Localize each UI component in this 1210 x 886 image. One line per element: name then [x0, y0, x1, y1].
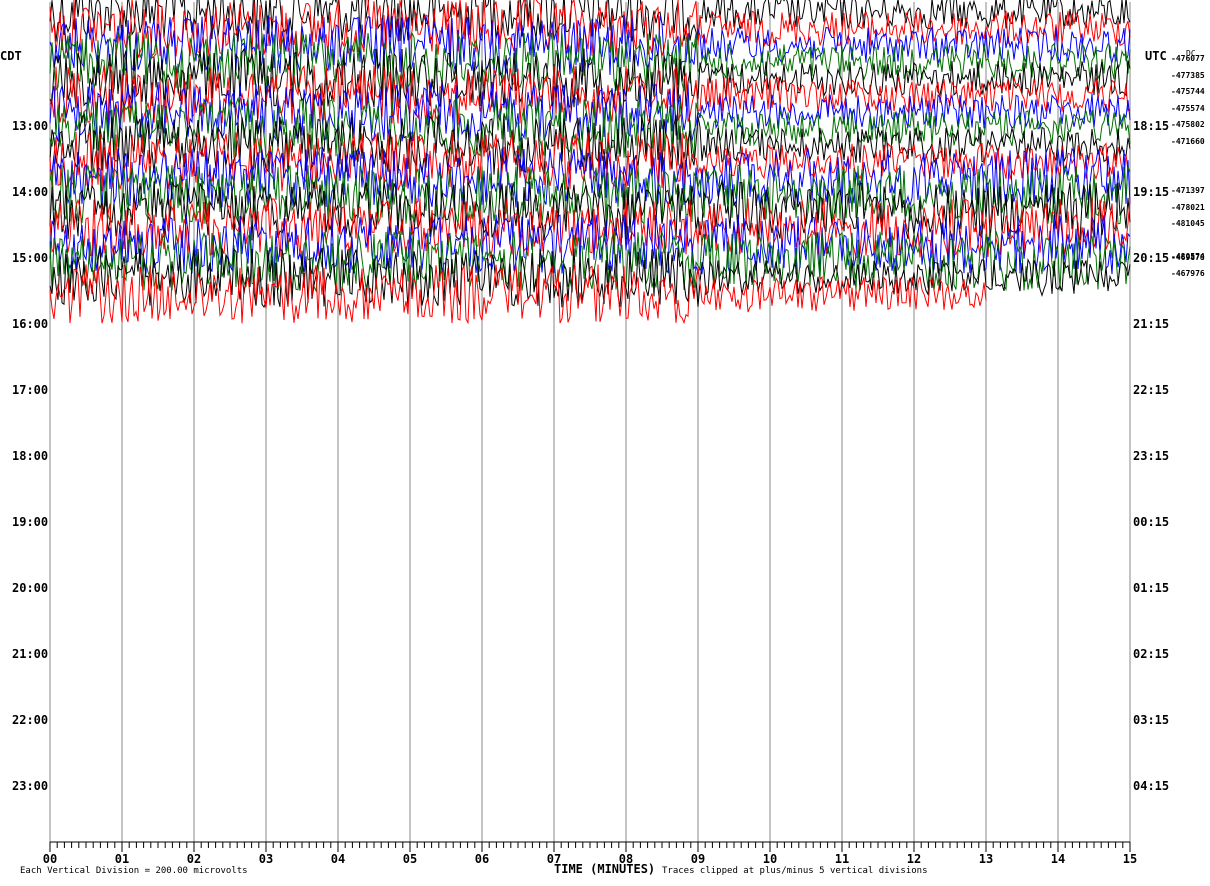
cdt-label-2100: 21:00	[12, 647, 48, 661]
cdt-label-1800: 18:00	[12, 449, 48, 463]
utc-label-1915: 19:15	[1133, 185, 1169, 199]
utc-label-2115: 21:15	[1133, 317, 1169, 331]
dc-offset-9: -480574	[1171, 252, 1205, 261]
x-tick-label-08: 08	[619, 852, 633, 866]
trace-row-15	[49, 230, 1131, 293]
utc-label-2215: 22:15	[1133, 383, 1169, 397]
time-axis: 00 01 02 03 04 05 06 07 08 09 10 11 12 13 14 15	[43, 841, 1137, 866]
x-tick-label-04: 04	[331, 852, 345, 866]
cdt-label-1500: 15:00	[12, 251, 48, 265]
x-tick-label-09: 09	[691, 852, 705, 866]
dc-offset-7: -478021	[1171, 203, 1205, 212]
x-axis-title: TIME (MINUTES)	[554, 862, 656, 876]
hour-labels: 13:00 14:00 15:00 16:00 17:00 18:00 19:00 20:00…	[12, 119, 1169, 793]
utc-label-0315: 03:15	[1133, 713, 1169, 727]
dc-offset-11: -467976	[1171, 269, 1205, 278]
utc-title: UTC	[1145, 49, 1167, 63]
dc-offset-2: -475744	[1171, 87, 1205, 96]
trace-row-13	[49, 198, 1131, 259]
x-tick-label-01: 01	[115, 852, 129, 866]
dc-offset-8: -481045	[1171, 219, 1205, 228]
cdt-label-1700: 17:00	[12, 383, 48, 397]
x-tick-label-10: 10	[763, 852, 777, 866]
dc-offset-6: -471397	[1171, 186, 1205, 195]
x-tick-label-14: 14	[1051, 852, 1065, 866]
cdt-label-1300: 13:00	[12, 119, 48, 133]
x-tick-label-07: 07	[547, 852, 561, 866]
utc-label-2315: 23:15	[1133, 449, 1169, 463]
cdt-label-2300: 23:00	[12, 779, 48, 793]
x-tick-label-12: 12	[907, 852, 921, 866]
cdt-title: CDT	[0, 49, 22, 63]
dc-offset-labels: -476077 -477385 -475744 -475574 -475802 -4716…	[1171, 54, 1205, 278]
utc-label-0415: 04:15	[1133, 779, 1169, 793]
trace-row-11	[49, 164, 1131, 225]
seismic-traces	[49, 0, 1131, 325]
footer-clip-note: Traces clipped at plus/minus 5 vertical …	[662, 866, 928, 876]
dc-offset-1: -477385	[1171, 71, 1205, 80]
cdt-label-1900: 19:00	[12, 515, 48, 529]
cdt-label-2000: 20:00	[12, 581, 48, 595]
x-tick-label-13: 13	[979, 852, 993, 866]
x-tick-label-06: 06	[475, 852, 489, 866]
trace-row-10	[49, 147, 1131, 209]
cdt-label-1600: 16:00	[12, 317, 48, 331]
x-tick-label-15: 15	[1123, 852, 1137, 866]
dc-title: DC	[1186, 49, 1196, 58]
utc-label-0115: 01:15	[1133, 581, 1169, 595]
trace-row-17	[49, 264, 987, 325]
utc-label-1815: 18:15	[1133, 119, 1169, 133]
utc-label-0015: 00:15	[1133, 515, 1169, 529]
trace-row-7	[49, 96, 1131, 160]
x-tick-label-11: 11	[835, 852, 849, 866]
trace-row-1	[49, 0, 1131, 59]
cdt-label-2200: 22:00	[12, 713, 48, 727]
x-tick-label-05: 05	[403, 852, 417, 866]
utc-label-0215: 02:15	[1133, 647, 1169, 661]
x-tick-label-00: 00	[43, 852, 57, 866]
trace-row-16	[49, 247, 1131, 309]
dc-offset-3: -475574	[1171, 104, 1205, 113]
trace-row-0	[49, 0, 1131, 42]
x-tick-label-02: 02	[187, 852, 201, 866]
dc-offset-4: -475802	[1171, 120, 1205, 129]
dc-offset-5: -471660	[1171, 137, 1205, 146]
dc-offset-10: -469878	[1171, 253, 1205, 262]
dc-offset-0: -476077	[1171, 54, 1205, 63]
cdt-label-1400: 14:00	[12, 185, 48, 199]
trace-row-4	[49, 47, 1131, 109]
utc-label-2015: 20:15	[1133, 251, 1169, 265]
x-tick-label-03: 03	[259, 852, 273, 866]
trace-row-2	[49, 15, 1131, 76]
footer-scale-note: Each Vertical Division = 200.00 microvol…	[20, 866, 248, 876]
